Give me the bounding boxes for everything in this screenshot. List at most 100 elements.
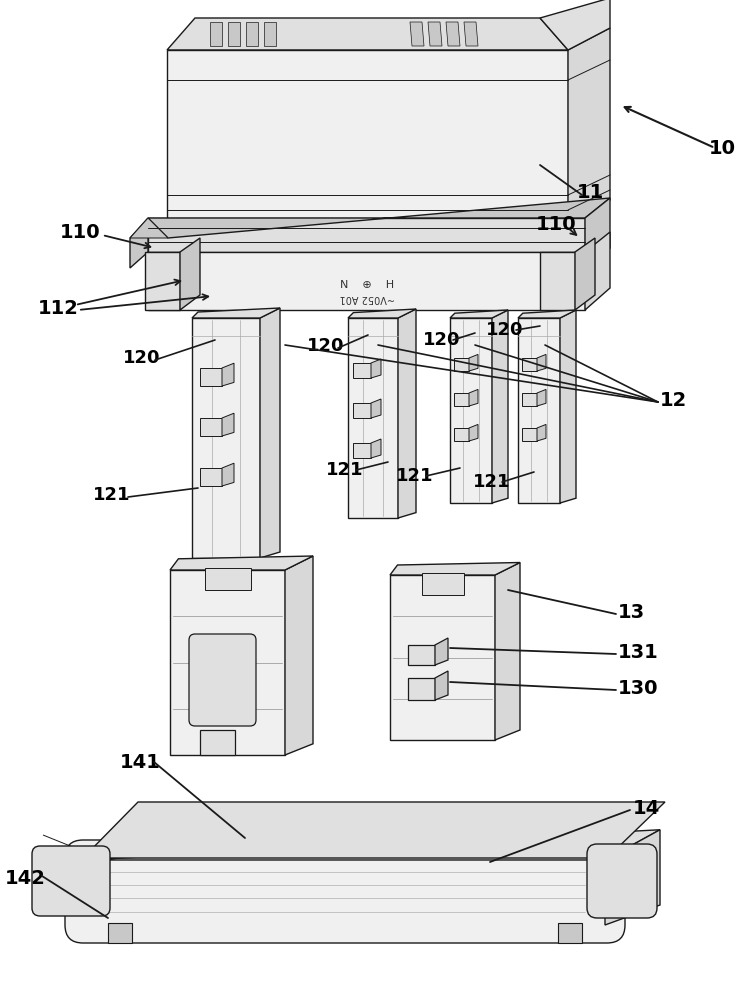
FancyBboxPatch shape	[189, 634, 256, 726]
Polygon shape	[83, 802, 665, 858]
Polygon shape	[495, 562, 520, 740]
Polygon shape	[469, 424, 478, 441]
Polygon shape	[260, 308, 280, 558]
Polygon shape	[398, 309, 416, 518]
Polygon shape	[200, 730, 235, 755]
Text: 121: 121	[396, 467, 434, 485]
Polygon shape	[180, 238, 200, 310]
Polygon shape	[222, 363, 234, 386]
Polygon shape	[518, 310, 576, 318]
Polygon shape	[43, 835, 100, 858]
Polygon shape	[371, 439, 381, 458]
Polygon shape	[170, 556, 313, 570]
Polygon shape	[145, 252, 180, 310]
Text: 12: 12	[660, 390, 687, 410]
Text: 141: 141	[119, 752, 160, 772]
Polygon shape	[200, 418, 222, 436]
Polygon shape	[522, 428, 537, 441]
Text: 14: 14	[633, 798, 661, 818]
Polygon shape	[192, 308, 280, 318]
Polygon shape	[450, 318, 492, 503]
Text: 10: 10	[708, 138, 735, 157]
Polygon shape	[454, 393, 469, 406]
Polygon shape	[371, 359, 381, 378]
FancyBboxPatch shape	[587, 844, 657, 918]
Text: 120: 120	[486, 321, 524, 339]
Polygon shape	[408, 678, 435, 700]
Polygon shape	[435, 671, 448, 700]
Text: ~V052 A01: ~V052 A01	[339, 293, 395, 303]
Polygon shape	[454, 358, 469, 371]
Polygon shape	[492, 310, 508, 503]
Polygon shape	[167, 50, 568, 220]
Polygon shape	[108, 923, 132, 943]
Polygon shape	[575, 238, 595, 310]
FancyBboxPatch shape	[32, 846, 110, 916]
Text: 110: 110	[60, 223, 100, 241]
Polygon shape	[518, 318, 560, 503]
Polygon shape	[568, 28, 610, 220]
Polygon shape	[421, 573, 464, 595]
Polygon shape	[222, 413, 234, 436]
Text: 120: 120	[307, 337, 345, 355]
Polygon shape	[205, 568, 251, 590]
Polygon shape	[200, 468, 222, 486]
Polygon shape	[390, 562, 520, 575]
Polygon shape	[200, 368, 222, 386]
Polygon shape	[353, 443, 371, 458]
Polygon shape	[537, 389, 546, 406]
Polygon shape	[410, 22, 424, 46]
Polygon shape	[435, 638, 448, 665]
Text: 120: 120	[123, 349, 161, 367]
Polygon shape	[585, 232, 610, 310]
Text: 11: 11	[576, 182, 604, 202]
Polygon shape	[285, 556, 313, 755]
Polygon shape	[148, 218, 585, 252]
Text: 130: 130	[618, 678, 658, 698]
Polygon shape	[353, 363, 371, 378]
Text: 121: 121	[326, 461, 364, 479]
Polygon shape	[605, 830, 660, 925]
Polygon shape	[264, 22, 276, 46]
Polygon shape	[371, 399, 381, 418]
Polygon shape	[585, 198, 610, 252]
Polygon shape	[408, 645, 435, 665]
Polygon shape	[85, 860, 605, 925]
Text: 112: 112	[38, 298, 79, 318]
Polygon shape	[540, 252, 575, 310]
Polygon shape	[210, 22, 222, 46]
Text: 13: 13	[618, 602, 645, 621]
Polygon shape	[348, 309, 416, 318]
Polygon shape	[167, 18, 568, 50]
Polygon shape	[130, 218, 168, 238]
Polygon shape	[537, 354, 546, 371]
Text: 121: 121	[473, 473, 510, 491]
Polygon shape	[390, 575, 495, 740]
Polygon shape	[560, 310, 576, 503]
Polygon shape	[148, 252, 585, 310]
Polygon shape	[537, 424, 546, 441]
Polygon shape	[85, 830, 660, 860]
Polygon shape	[348, 318, 398, 518]
Polygon shape	[558, 923, 582, 943]
Text: 131: 131	[618, 643, 659, 662]
Polygon shape	[222, 463, 234, 486]
Polygon shape	[43, 858, 100, 905]
Polygon shape	[450, 310, 508, 318]
Text: 142: 142	[5, 868, 45, 888]
Polygon shape	[464, 22, 478, 46]
Polygon shape	[446, 22, 460, 46]
Text: 110: 110	[536, 215, 576, 233]
Polygon shape	[148, 198, 610, 238]
Text: 121: 121	[94, 486, 131, 504]
Polygon shape	[228, 22, 240, 46]
Polygon shape	[454, 428, 469, 441]
Polygon shape	[469, 389, 478, 406]
Polygon shape	[192, 318, 260, 558]
Polygon shape	[469, 354, 478, 371]
Polygon shape	[130, 218, 148, 268]
Polygon shape	[428, 22, 442, 46]
Polygon shape	[540, 0, 610, 50]
Polygon shape	[353, 403, 371, 418]
Text: 120: 120	[424, 331, 461, 349]
